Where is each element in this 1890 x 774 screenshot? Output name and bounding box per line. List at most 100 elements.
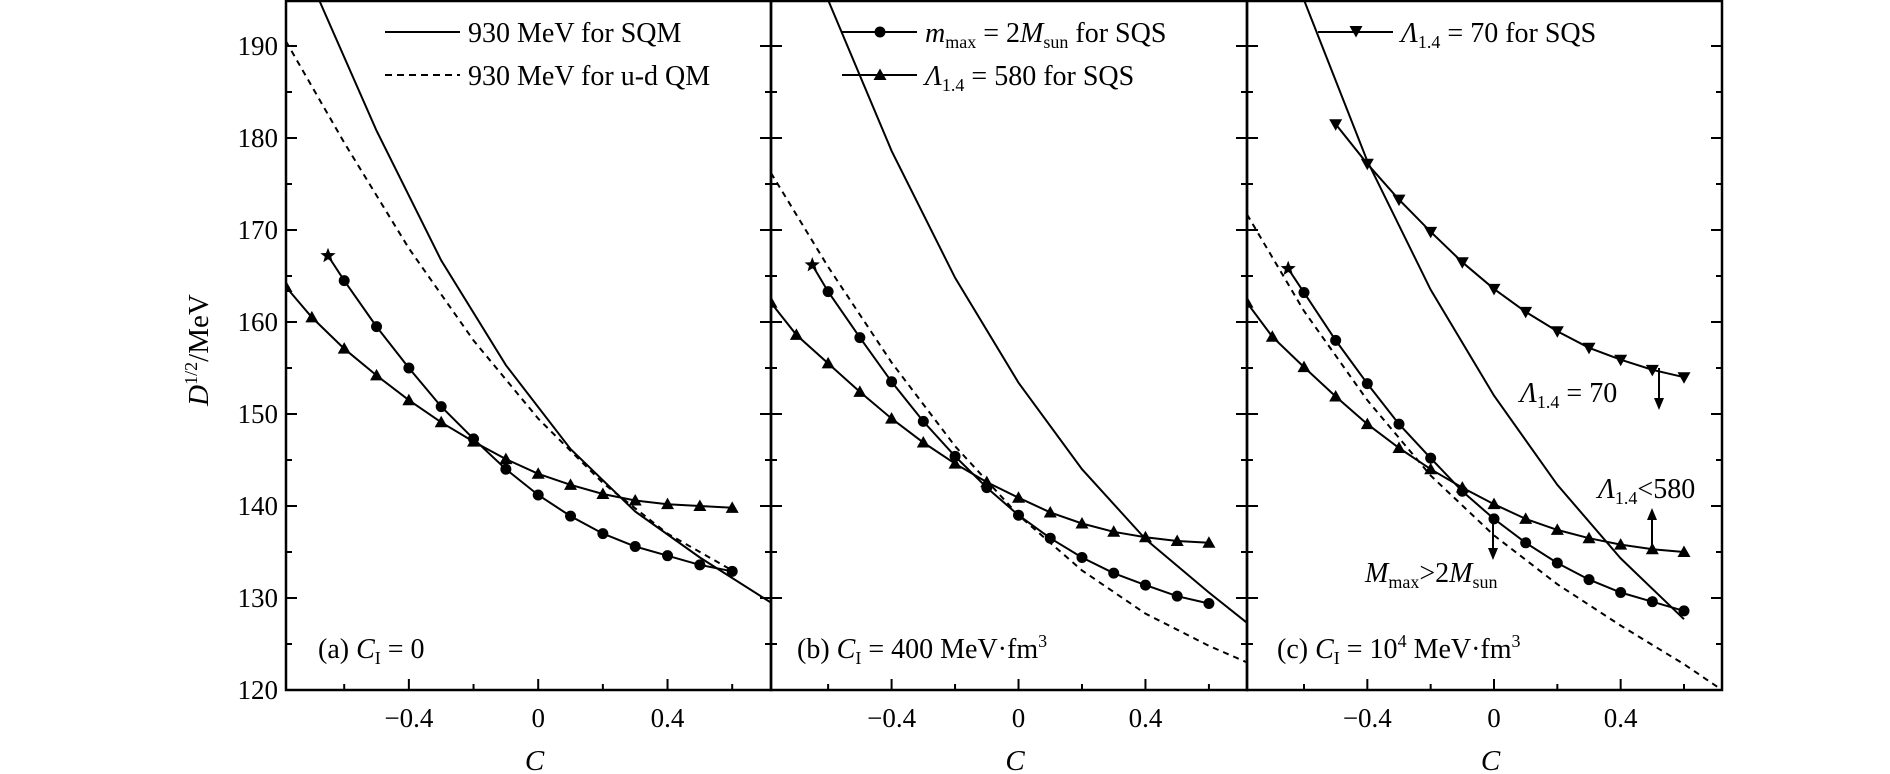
data-point-circle	[371, 321, 383, 333]
data-point-circle	[565, 510, 577, 522]
data-point-circle	[1203, 598, 1215, 610]
series-line-triangle	[286, 286, 733, 509]
data-point-circle	[1361, 378, 1373, 390]
plot-frame	[769, 0, 1249, 692]
series-line-dashed	[1247, 213, 1722, 690]
data-point-triangle-down	[1614, 354, 1628, 367]
panel-label-a: (a) CI = 0	[318, 634, 425, 668]
x-tick-label: 0	[1487, 703, 1501, 733]
annotation-mmax-text: Mmax>2Msun	[1364, 558, 1497, 592]
data-point-circle	[1076, 552, 1088, 564]
data-point-triangle	[948, 457, 962, 469]
x-tick-label: −0.4	[867, 703, 916, 733]
legend-swatch-triangle	[873, 68, 887, 80]
data-point-triangle	[1012, 491, 1026, 503]
data-point-triangle	[1170, 534, 1184, 546]
panel-a: −0.4 0 0.4 C	[284, 0, 773, 774]
x-tick-label: 0.4	[1129, 703, 1163, 733]
data-point-circle	[1520, 537, 1532, 549]
data-point-triangle-down	[1550, 326, 1564, 338]
y-tick-label: 160	[238, 307, 279, 337]
data-point-circle	[1393, 418, 1405, 430]
legend-label-sqm: 930 MeV for SQM	[468, 18, 681, 49]
data-point-triangle	[305, 310, 319, 323]
series-line-solid	[827, 0, 1247, 624]
data-point-circle	[854, 332, 866, 344]
data-point-triangle	[1392, 441, 1406, 454]
data-point-triangle	[402, 393, 416, 406]
data-point-triangle	[531, 467, 545, 479]
data-point-triangle-down	[1360, 158, 1374, 171]
data-point-circle	[917, 415, 929, 427]
data-point-circle	[629, 540, 641, 552]
data-point-triangle	[771, 296, 778, 308]
data-point-triangle	[1107, 525, 1121, 537]
data-point-triangle-down	[1424, 226, 1438, 239]
data-point-triangle	[1519, 512, 1533, 524]
y-tick-label: 180	[238, 123, 279, 153]
series-line-dashed	[771, 172, 1247, 664]
panel-b: −0.4 0 0.4 C	[769, 0, 1249, 774]
x-tick-label: −0.4	[1343, 703, 1392, 733]
data-point-triangle	[1297, 360, 1311, 373]
data-point-circle	[1425, 452, 1437, 464]
data-point-triangle	[1202, 536, 1216, 548]
x-tick-label: 0	[1012, 703, 1026, 733]
legend-panel-b: mmax = 2Msun for SQS Λ1.4 = 580 for SQS	[842, 18, 1166, 95]
data-point-circle	[1583, 574, 1595, 586]
y-tick-label: 190	[238, 31, 279, 61]
data-point-circle	[500, 463, 512, 475]
y-axis-left: 120 130 140 150 160 170 180 190	[238, 31, 279, 705]
y-tick-label: 140	[238, 491, 279, 521]
data-point-circle	[403, 362, 415, 374]
data-point-circle	[1646, 596, 1658, 608]
legend-panel-a: 930 MeV for SQM 930 MeV for u-d QM	[385, 18, 710, 92]
y-tick-label: 150	[238, 399, 279, 429]
panel-label-b: (b) CI = 400 MeV·fm3	[797, 631, 1047, 668]
data-point-triangle	[1550, 523, 1564, 535]
data-point-triangle-down	[1487, 283, 1501, 296]
x-axis-label: C	[1481, 745, 1501, 774]
series-line-solid	[317, 0, 771, 604]
data-point-triangle	[337, 342, 351, 354]
annotation-mmax-arrowhead	[1488, 548, 1498, 560]
data-point-circle	[1044, 532, 1056, 544]
star-marker	[804, 257, 820, 272]
plot-frame	[284, 0, 773, 692]
data-point-circle	[1108, 567, 1120, 579]
data-point-circle	[1171, 590, 1183, 602]
data-point-triangle	[370, 368, 384, 381]
y-tick-label: 130	[238, 583, 279, 613]
star-marker	[1280, 260, 1296, 276]
data-point-triangle	[434, 415, 448, 428]
data-point-triangle	[916, 436, 930, 448]
data-point-triangle	[1677, 545, 1691, 557]
data-point-triangle	[1043, 505, 1057, 518]
annotation-lambda70-arrowhead	[1654, 398, 1664, 410]
data-point-triangle	[1455, 481, 1469, 493]
series-line-circle	[827, 291, 1210, 605]
data-point-circle	[435, 401, 447, 413]
data-point-triangle	[564, 478, 578, 490]
data-point-triangle	[1424, 462, 1438, 475]
data-point-triangle	[725, 501, 739, 513]
data-point-circle	[1139, 579, 1151, 591]
annotation-lambda580-arrowhead	[1647, 508, 1657, 520]
data-point-circle	[1678, 605, 1690, 617]
data-point-triangle	[1582, 531, 1596, 544]
legend-label-lambda580: Λ1.4 = 580 for SQS	[922, 61, 1134, 95]
series-line-triangle	[771, 302, 1209, 544]
data-point-triangle	[1075, 516, 1089, 529]
data-point-triangle	[661, 497, 675, 510]
series-line-triangle	[1247, 302, 1685, 553]
data-point-circle	[662, 550, 674, 562]
data-point-triangle	[467, 435, 481, 447]
y-tick-label: 120	[238, 675, 279, 705]
x-tick-label: 0	[531, 703, 545, 733]
x-tick-label: −0.4	[384, 703, 433, 733]
data-point-circle	[1013, 509, 1025, 521]
data-point-triangle-down	[1329, 119, 1343, 131]
data-point-circle	[532, 489, 544, 501]
data-point-triangle	[1138, 530, 1152, 543]
